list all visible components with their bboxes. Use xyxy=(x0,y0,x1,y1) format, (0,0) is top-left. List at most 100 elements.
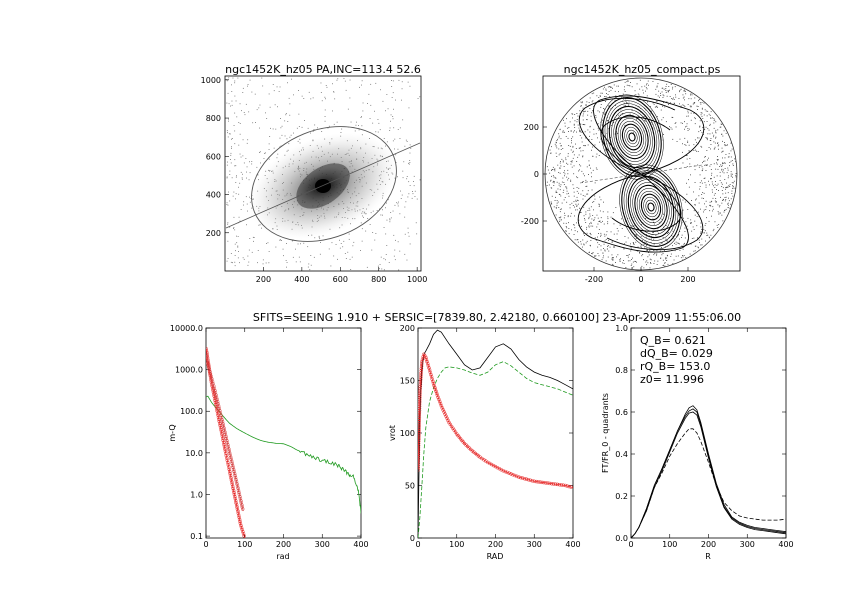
noise-pixel xyxy=(693,237,695,239)
noise-pixel xyxy=(713,136,714,138)
noise-pixel xyxy=(231,138,232,140)
noise-pixel xyxy=(672,117,674,118)
contour-line xyxy=(600,94,664,180)
noise-pixel xyxy=(732,195,734,197)
noise-pixel xyxy=(268,262,270,264)
noise-pixel xyxy=(604,235,606,237)
series-point xyxy=(233,494,237,499)
noise-pixel xyxy=(635,261,636,262)
noise-pixel xyxy=(312,130,314,132)
noise-pixel xyxy=(273,90,275,92)
noise-pixel xyxy=(700,130,701,131)
series-point xyxy=(236,488,241,493)
noise-pixel xyxy=(612,259,614,261)
noise-pixel xyxy=(417,98,419,99)
x-tick-label: 400 xyxy=(565,540,580,549)
noise-pixel xyxy=(717,204,719,206)
noise-pixel xyxy=(559,219,561,221)
noise-pixel xyxy=(399,127,401,129)
noise-pixel xyxy=(349,97,351,99)
noise-pixel xyxy=(570,161,572,162)
noise-pixel xyxy=(605,96,607,97)
series-point xyxy=(221,424,226,428)
noise-pixel xyxy=(231,138,233,139)
series-point xyxy=(420,357,425,361)
noise-pixel xyxy=(578,170,579,172)
noise-pixel xyxy=(240,171,242,173)
series-point xyxy=(228,453,232,457)
noise-pixel xyxy=(560,165,562,167)
noise-pixel xyxy=(567,179,569,181)
noise-pixel xyxy=(727,167,729,169)
series-point xyxy=(240,527,244,532)
series-point xyxy=(240,503,244,507)
noise-pixel xyxy=(732,188,734,189)
noise-pixel xyxy=(668,86,670,87)
noise-pixel xyxy=(679,250,681,251)
series-point xyxy=(563,483,568,488)
noise-pixel xyxy=(233,125,235,126)
noise-pixel xyxy=(559,208,561,210)
noise-pixel xyxy=(284,120,286,122)
noise-pixel xyxy=(565,159,567,161)
noise-pixel xyxy=(646,84,647,86)
noise-pixel xyxy=(656,250,658,252)
noise-pixel xyxy=(392,80,394,82)
noise-pixel xyxy=(572,157,574,159)
noise-pixel xyxy=(582,156,584,158)
noise-pixel xyxy=(599,221,601,222)
noise-pixel xyxy=(688,128,690,130)
noise-pixel xyxy=(584,131,586,133)
noise-pixel xyxy=(630,82,631,83)
noise-pixel xyxy=(653,254,655,256)
noise-pixel xyxy=(308,263,310,265)
noise-pixel xyxy=(586,232,588,234)
noise-pixel xyxy=(603,248,604,249)
noise-pixel xyxy=(693,229,695,230)
noise-pixel xyxy=(655,100,657,102)
noise-pixel xyxy=(714,142,716,144)
noise-pixel xyxy=(237,77,239,79)
noise-pixel xyxy=(682,256,684,258)
noise-pixel xyxy=(358,129,360,131)
noise-pixel xyxy=(281,134,283,136)
noise-pixel xyxy=(604,112,606,114)
noise-pixel xyxy=(703,192,705,194)
noise-pixel xyxy=(349,258,351,260)
noise-pixel xyxy=(277,106,278,108)
noise-pixel xyxy=(707,128,709,130)
noise-pixel xyxy=(604,149,606,151)
noise-pixel xyxy=(344,253,346,254)
series-point xyxy=(486,460,490,465)
x-tick-label: 300 xyxy=(740,540,755,549)
noise-pixel xyxy=(237,257,239,259)
series-point xyxy=(433,387,438,392)
noise-pixel xyxy=(565,230,566,232)
noise-pixel xyxy=(726,172,728,174)
series-point xyxy=(439,403,444,408)
noise-pixel xyxy=(694,204,696,206)
noise-pixel xyxy=(705,156,706,157)
noise-pixel xyxy=(710,148,711,150)
noise-pixel xyxy=(317,127,318,129)
noise-pixel xyxy=(587,129,589,131)
noise-pixel xyxy=(570,130,572,132)
noise-pixel xyxy=(564,215,566,216)
noise-pixel xyxy=(568,177,570,179)
series-point xyxy=(215,409,219,413)
noise-pixel xyxy=(333,91,335,93)
noise-pixel xyxy=(591,149,592,151)
series-point xyxy=(214,393,218,397)
noise-pixel xyxy=(669,96,671,97)
noise-pixel xyxy=(698,166,700,168)
noise-pixel xyxy=(592,155,594,157)
noise-pixel xyxy=(248,111,250,113)
noise-pixel xyxy=(234,229,236,231)
noise-pixel xyxy=(228,103,230,105)
contour-line xyxy=(606,103,658,171)
noise-pixel xyxy=(550,153,552,154)
contour-line xyxy=(627,175,675,239)
series-point xyxy=(208,372,213,376)
noise-pixel xyxy=(556,142,557,144)
series-point xyxy=(241,532,246,536)
